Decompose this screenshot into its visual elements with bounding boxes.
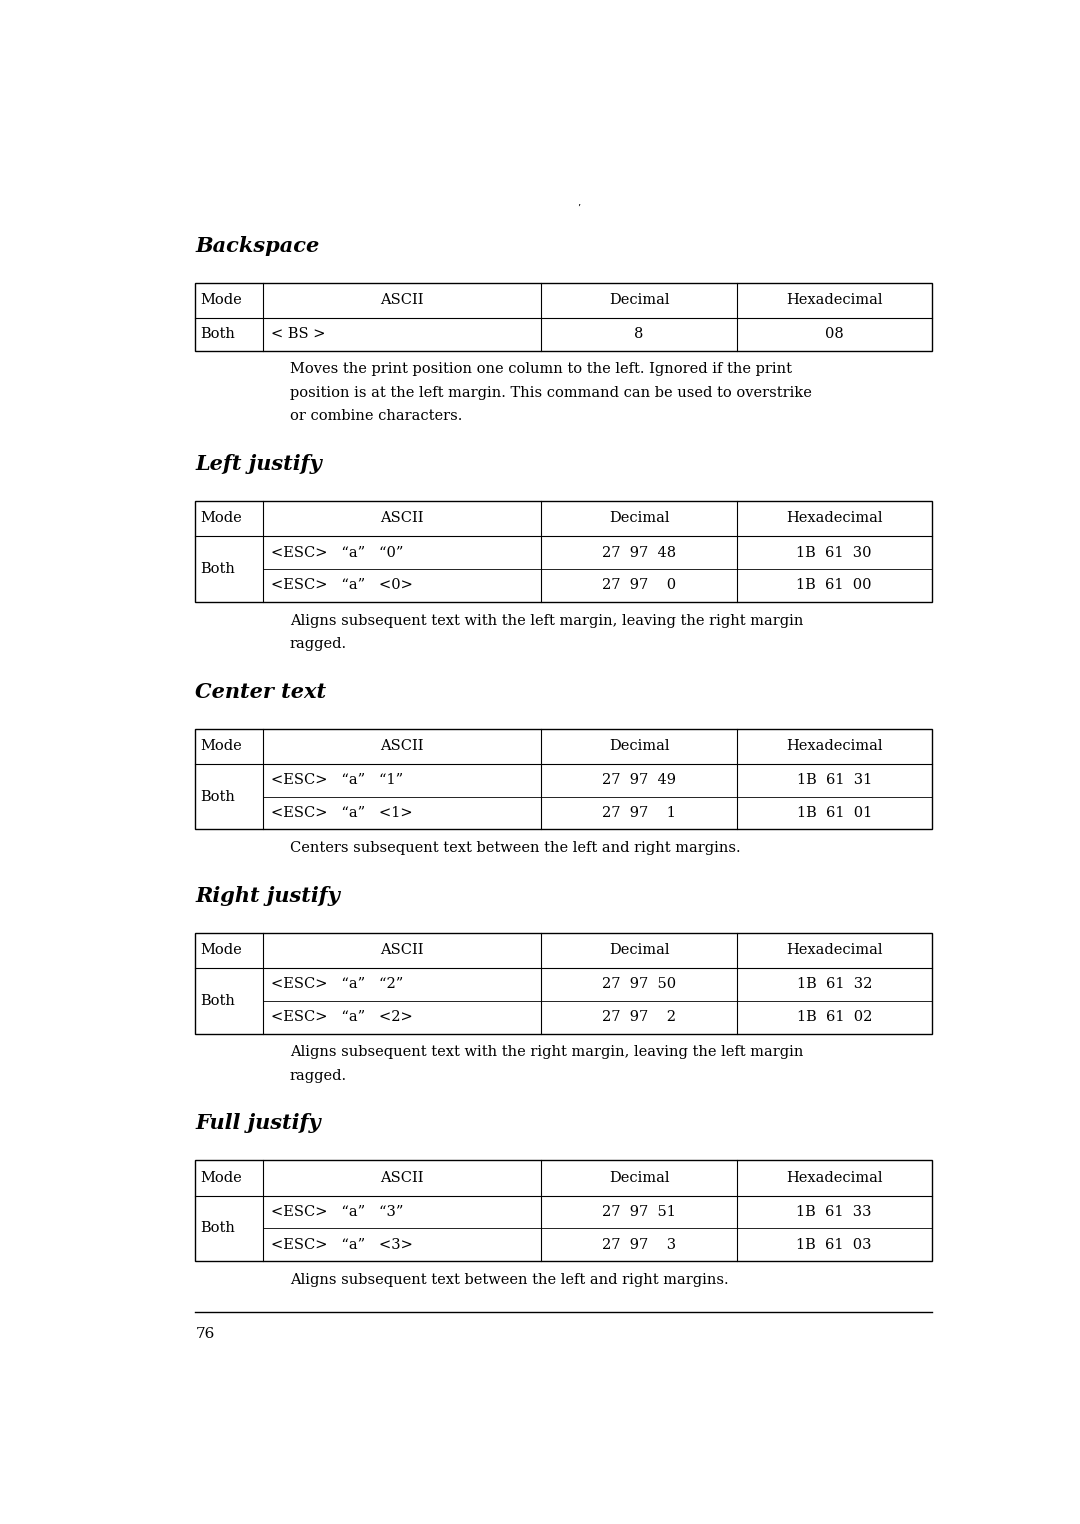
Text: 27  97  49: 27 97 49 — [602, 773, 676, 788]
Text: ASCII: ASCII — [380, 943, 424, 957]
Text: 1B  61  31: 1B 61 31 — [797, 773, 872, 788]
Text: Hexadecimal: Hexadecimal — [786, 739, 882, 753]
Text: position is at the left margin. This command can be used to overstrike: position is at the left margin. This com… — [289, 386, 812, 399]
Text: or combine characters.: or combine characters. — [289, 410, 462, 424]
Text: Full justify: Full justify — [195, 1114, 321, 1134]
Text: Hexadecimal: Hexadecimal — [786, 512, 882, 526]
Text: 27  97    2: 27 97 2 — [602, 1010, 676, 1024]
Bar — [195, 1160, 932, 1262]
Text: Hexadecimal: Hexadecimal — [786, 293, 882, 308]
Text: <ESC>   “a”   “0”: <ESC> “a” “0” — [271, 546, 404, 559]
Text: 27  97    3: 27 97 3 — [602, 1237, 676, 1251]
Text: <ESC>   “a”   <0>: <ESC> “a” <0> — [271, 579, 414, 593]
Text: 76: 76 — [195, 1327, 215, 1341]
Text: <ESC>   “a”   “3”: <ESC> “a” “3” — [271, 1205, 404, 1219]
Text: Hexadecimal: Hexadecimal — [786, 943, 882, 957]
Bar — [195, 728, 932, 829]
Text: Center text: Center text — [195, 681, 326, 701]
Text: Aligns subsequent text with the right margin, leaving the left margin: Aligns subsequent text with the right ma… — [289, 1045, 804, 1059]
Text: ragged.: ragged. — [289, 637, 347, 651]
Text: 8: 8 — [634, 328, 644, 341]
Text: 27  97    0: 27 97 0 — [602, 579, 676, 593]
Text: Moves the print position one column to the left. Ignored if the print: Moves the print position one column to t… — [289, 363, 792, 376]
Text: Both: Both — [200, 789, 235, 803]
Text: < BS >: < BS > — [271, 328, 326, 341]
Text: Both: Both — [200, 328, 235, 341]
Text: ’: ’ — [577, 204, 580, 213]
Text: 1B  61  01: 1B 61 01 — [797, 806, 872, 820]
Text: 08: 08 — [825, 328, 843, 341]
Text: 1B  61  33: 1B 61 33 — [796, 1205, 872, 1219]
Text: ASCII: ASCII — [380, 512, 424, 526]
Text: ASCII: ASCII — [380, 739, 424, 753]
Bar — [195, 282, 932, 351]
Text: Mode: Mode — [200, 293, 242, 308]
Text: Aligns subsequent text between the left and right margins.: Aligns subsequent text between the left … — [289, 1273, 729, 1288]
Text: <ESC>   “a”   “2”: <ESC> “a” “2” — [271, 977, 404, 992]
Text: 1B  61  30: 1B 61 30 — [796, 546, 872, 559]
Text: Decimal: Decimal — [609, 1170, 670, 1186]
Text: 1B  61  03: 1B 61 03 — [796, 1237, 872, 1251]
Text: <ESC>   “a”   <2>: <ESC> “a” <2> — [271, 1010, 414, 1024]
Text: Left justify: Left justify — [195, 454, 322, 474]
Text: ASCII: ASCII — [380, 1170, 424, 1186]
Text: 27  97  51: 27 97 51 — [603, 1205, 676, 1219]
Text: Hexadecimal: Hexadecimal — [786, 1170, 882, 1186]
Bar — [195, 933, 932, 1033]
Text: Both: Both — [200, 1221, 235, 1236]
Text: Centers subsequent text between the left and right margins.: Centers subsequent text between the left… — [289, 841, 741, 855]
Text: ASCII: ASCII — [380, 293, 424, 308]
Text: Decimal: Decimal — [609, 943, 670, 957]
Text: 1B  61  32: 1B 61 32 — [797, 977, 872, 992]
Text: Mode: Mode — [200, 512, 242, 526]
Text: Decimal: Decimal — [609, 293, 670, 308]
Text: 27  97    1: 27 97 1 — [603, 806, 676, 820]
Text: Mode: Mode — [200, 943, 242, 957]
Text: Backspace: Backspace — [195, 236, 320, 256]
Text: 1B  61  02: 1B 61 02 — [797, 1010, 872, 1024]
Bar — [195, 501, 932, 602]
Text: Mode: Mode — [200, 739, 242, 753]
Text: Right justify: Right justify — [195, 885, 340, 905]
Text: Aligns subsequent text with the left margin, leaving the right margin: Aligns subsequent text with the left mar… — [289, 614, 804, 628]
Text: Both: Both — [200, 994, 235, 1007]
Text: Mode: Mode — [200, 1170, 242, 1186]
Text: Decimal: Decimal — [609, 739, 670, 753]
Text: Both: Both — [200, 562, 235, 576]
Text: 27  97  50: 27 97 50 — [602, 977, 676, 992]
Text: Decimal: Decimal — [609, 512, 670, 526]
Text: 1B  61  00: 1B 61 00 — [796, 579, 872, 593]
Text: ragged.: ragged. — [289, 1068, 347, 1084]
Text: <ESC>   “a”   <1>: <ESC> “a” <1> — [271, 806, 413, 820]
Text: <ESC>   “a”   “1”: <ESC> “a” “1” — [271, 773, 404, 788]
Text: 27  97  48: 27 97 48 — [602, 546, 676, 559]
Text: <ESC>   “a”   <3>: <ESC> “a” <3> — [271, 1237, 414, 1251]
